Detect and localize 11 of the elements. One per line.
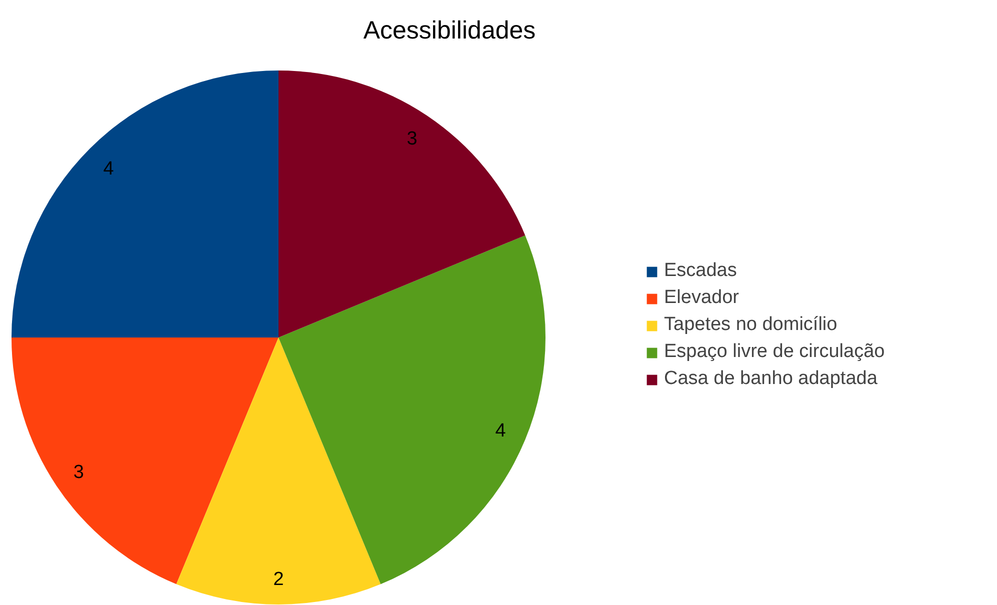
data-label: 4: [495, 420, 506, 442]
chart-title: Acessibilidades: [363, 16, 536, 44]
data-label: 3: [406, 128, 418, 150]
legend-label: Casa de banho adaptada: [664, 368, 878, 390]
legend-label: Escadas: [664, 260, 737, 282]
data-label: 2: [273, 568, 284, 590]
legend-label: Espaço livre de circulação: [664, 341, 885, 363]
legend-label: Elevador: [664, 287, 739, 309]
data-label: 4: [103, 158, 114, 180]
legend-label: Tapetes no domicílio: [664, 314, 838, 336]
data-label: 3: [73, 462, 84, 484]
